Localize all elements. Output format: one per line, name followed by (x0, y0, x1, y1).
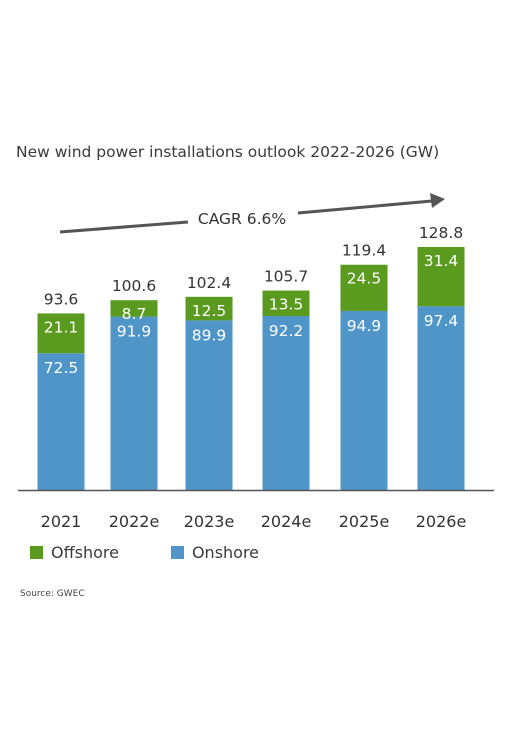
legend-swatch-onshore (170, 546, 184, 559)
label-total-2022e: 100.6 (112, 277, 156, 295)
legend-label-offshore: Offshore (51, 543, 119, 562)
label-offshore-2022e: 8.7 (122, 305, 147, 323)
legend-swatch-offshore (30, 546, 43, 559)
label-total-2026e: 128.8 (419, 224, 463, 242)
legend-item-offshore: Offshore (30, 543, 119, 562)
x-tick-2026e: 2026e (416, 512, 467, 531)
bar-onshore-2026e (417, 306, 465, 490)
label-total-2021: 93.6 (44, 290, 79, 308)
bar-offshore-2025e (340, 264, 388, 311)
source-note: Source: GWEC (20, 589, 85, 599)
label-offshore-2026e: 31.4 (424, 252, 459, 270)
label-offshore-2025e: 24.5 (347, 270, 382, 288)
legend-label-onshore: Onshore (191, 543, 260, 562)
x-tick-2024e: 2024e (261, 512, 312, 531)
legend: Offshore Onshore (30, 543, 259, 562)
label-offshore-2021: 21.1 (44, 318, 79, 336)
label-total-2024e: 105.7 (264, 268, 308, 286)
bar-onshore-2022e (110, 316, 158, 490)
x-tick-2025e: 2025e (339, 512, 390, 531)
bar-offshore-2022e (110, 300, 158, 317)
x-tick-2023e: 2023e (184, 512, 235, 531)
x-tick-2021: 2021 (41, 512, 82, 531)
label-onshore-2024e: 92.2 (269, 322, 304, 340)
bar-onshore-2021 (37, 353, 85, 490)
bar-onshore-2023e (185, 320, 233, 490)
label-onshore-2022e: 91.9 (117, 323, 152, 341)
label-total-2023e: 102.4 (187, 274, 231, 292)
bar-offshore-2024e (262, 290, 310, 317)
legend-item-onshore: Onshore (170, 543, 260, 562)
cagr-arrow-left (59, 220, 189, 234)
chart-title: New wind power installations outlook 202… (16, 143, 440, 161)
bar-offshore-2026e (417, 247, 465, 307)
label-total-2025e: 119.4 (342, 242, 386, 260)
cagr-arrowhead (430, 193, 445, 208)
label-onshore-2025e: 94.9 (347, 317, 382, 335)
bar-onshore-2025e (340, 310, 388, 490)
label-onshore-2026e: 97.4 (424, 312, 459, 330)
cagr-label: CAGR 6.6% (198, 210, 286, 228)
x-tick-2022e: 2022e (109, 512, 160, 531)
label-offshore-2024e: 13.5 (269, 296, 304, 314)
label-onshore-2021: 72.5 (44, 359, 79, 377)
label-onshore-2023e: 89.9 (192, 326, 227, 344)
bar-offshore-2021 (37, 313, 85, 354)
cagr-arrow-right (297, 199, 433, 215)
bar-offshore-2023e (185, 296, 233, 321)
bar-onshore-2024e (262, 316, 310, 490)
label-offshore-2023e: 12.5 (192, 302, 227, 320)
